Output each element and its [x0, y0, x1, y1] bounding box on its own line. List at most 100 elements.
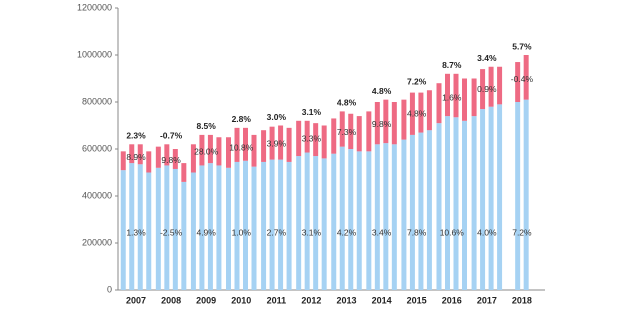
bar-upper: [523, 55, 529, 100]
bar-upper: [216, 137, 222, 166]
x-tick-label: 2015: [407, 295, 427, 305]
lower-growth-label: 3.1%: [302, 227, 322, 237]
x-tick-label: 2008: [161, 295, 181, 305]
bar-lower: [120, 170, 126, 290]
bar-lower: [488, 106, 494, 290]
bar-upper: [445, 73, 450, 117]
bar-upper: [296, 120, 302, 157]
y-tick-label: 600000: [82, 143, 112, 153]
bar-lower: [401, 139, 407, 290]
total-growth-label: 2.3%: [126, 131, 146, 141]
bar-upper: [243, 127, 248, 161]
bar-upper: [348, 113, 354, 149]
bar-upper: [391, 102, 397, 145]
bar-lower: [155, 167, 161, 290]
bar-lower: [261, 161, 267, 290]
lower-growth-label: 7.8%: [407, 227, 427, 237]
bar-lower: [462, 120, 467, 290]
lower-growth-label: 4.0%: [477, 227, 497, 237]
bar-upper: [436, 83, 442, 124]
y-tick-label: 800000: [82, 96, 112, 106]
bar-upper: [488, 66, 494, 107]
bar-lower: [313, 156, 319, 290]
x-tick-label: 2017: [477, 295, 497, 305]
bar-upper: [374, 102, 380, 145]
bar-upper: [418, 92, 424, 133]
bar-lower: [304, 152, 310, 290]
x-tick-label: 2009: [196, 295, 216, 305]
bar-lower: [226, 167, 231, 290]
y-tick-label: 1200000: [77, 2, 112, 12]
total-growth-label: 2.8%: [232, 114, 252, 124]
bar-upper: [181, 163, 187, 182]
lower-growth-label: 7.2%: [512, 227, 532, 237]
y-tick-label: 200000: [82, 237, 112, 247]
bar-lower: [146, 172, 152, 290]
bar-upper: [383, 99, 389, 144]
bar-lower: [234, 161, 240, 290]
upper-growth-label: 3.3%: [302, 133, 322, 143]
bar-lower: [480, 109, 486, 290]
bar-upper: [146, 151, 152, 173]
y-tick-label: 0: [107, 284, 112, 294]
bar-lower: [321, 158, 327, 290]
total-growth-label: 3.4%: [477, 53, 497, 63]
bar-upper: [269, 126, 275, 160]
upper-growth-label: 28.0%: [194, 146, 219, 156]
upper-growth-label: 8.9%: [126, 152, 146, 162]
bar-upper: [366, 111, 372, 152]
bar-upper: [471, 78, 477, 117]
bar-upper: [251, 134, 257, 167]
bar-upper: [462, 78, 467, 121]
bar-lower: [497, 104, 503, 290]
lower-growth-label: 3.4%: [372, 227, 392, 237]
bar-lower: [129, 163, 135, 290]
total-growth-label: 8.7%: [442, 60, 462, 70]
upper-growth-label: 9.8%: [372, 119, 392, 129]
y-tick-label: 400000: [82, 190, 112, 200]
bar-lower: [331, 153, 337, 290]
bar-upper: [497, 66, 503, 105]
bar-lower: [418, 132, 424, 290]
bar-lower: [172, 168, 178, 290]
bar-upper: [339, 111, 345, 147]
upper-growth-label: 1.6%: [442, 93, 462, 103]
bar-upper: [172, 149, 178, 169]
bar-upper: [164, 144, 170, 166]
bar-upper: [190, 144, 196, 173]
bar-upper: [286, 127, 292, 162]
bar-lower: [251, 166, 257, 290]
bar-lower: [286, 161, 292, 290]
upper-growth-label: 3.9%: [267, 138, 287, 148]
bar-lower: [190, 172, 196, 290]
lower-growth-label: 1.3%: [126, 227, 146, 237]
y-tick-label: 1000000: [77, 49, 112, 59]
bar-upper: [304, 120, 310, 153]
bar-lower: [383, 143, 389, 290]
bar-lower: [296, 156, 302, 290]
bar-lower: [436, 123, 442, 291]
bar-upper: [226, 137, 231, 168]
bar-upper: [331, 118, 337, 154]
bar-lower: [207, 163, 213, 290]
lower-growth-label: 10.6%: [440, 227, 465, 237]
bar-upper: [401, 99, 407, 140]
bar-lower: [181, 181, 187, 290]
lower-growth-label: 1.0%: [232, 227, 252, 237]
bar-lower: [339, 146, 345, 290]
bar-lower: [409, 134, 415, 290]
bar-upper: [313, 123, 319, 157]
lower-growth-label: -2.5%: [160, 227, 183, 237]
total-growth-label: 4.8%: [337, 98, 357, 108]
bar-lower: [199, 165, 205, 290]
bar-lower: [164, 165, 170, 290]
bar-lower: [523, 99, 529, 291]
bar-upper: [155, 146, 161, 168]
x-tick-label: 2011: [267, 295, 287, 305]
bar-lower: [391, 144, 397, 290]
x-tick-label: 2018: [512, 295, 532, 305]
bar-lower: [356, 151, 362, 290]
bar-lower: [445, 116, 450, 290]
total-growth-label: 3.0%: [267, 112, 287, 122]
